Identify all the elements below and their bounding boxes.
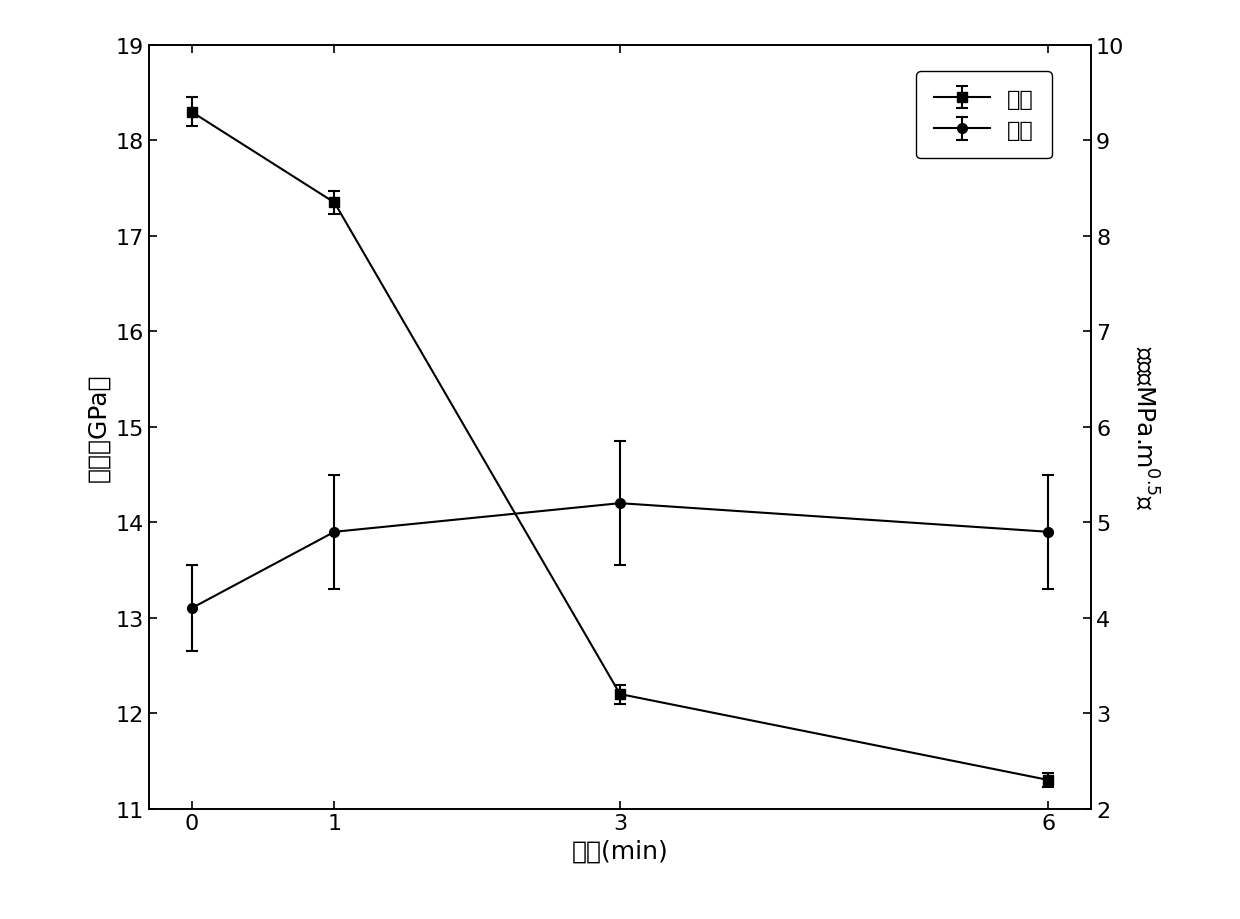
Legend: 硬度, 韧性: 硬度, 韧性 (916, 73, 1052, 159)
X-axis label: 时间(min): 时间(min) (572, 839, 668, 863)
Y-axis label: 韧性（MPa.m$^{0.5}$）: 韧性（MPa.m$^{0.5}$） (1131, 346, 1159, 509)
Y-axis label: 硬度（GPa）: 硬度（GPa） (86, 373, 110, 482)
